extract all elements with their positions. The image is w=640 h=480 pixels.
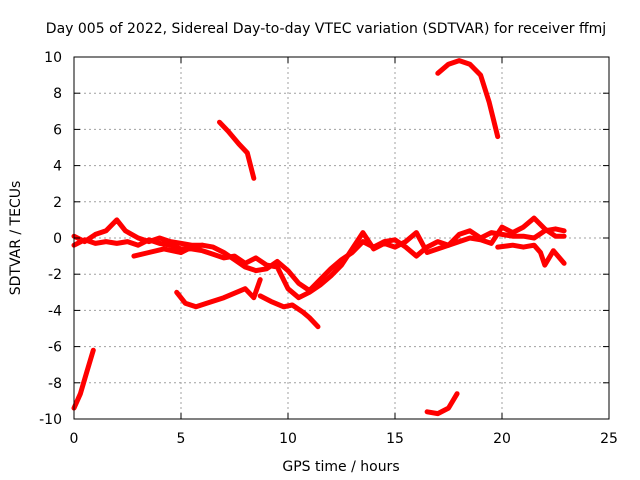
x-tick-label: 5 (177, 431, 186, 447)
x-tick-label: 15 (386, 431, 404, 447)
series-arc-bottom-right (424, 391, 460, 417)
series-arc-rise-early (71, 347, 96, 411)
y-tick-label: -8 (48, 376, 62, 392)
x-tick-label: 10 (279, 431, 297, 447)
y-tick-label: 0 (53, 231, 62, 247)
series-arc-dip-mid (257, 293, 321, 330)
series-arc-top-right (435, 58, 501, 140)
series-band-c (495, 242, 567, 268)
series-arc-mid-upper (217, 119, 257, 181)
y-tick-labels: -10 -8 -6 -4 -2 0 2 4 6 8 10 (39, 50, 62, 428)
x-tick-labels: 0 5 10 15 20 25 (70, 431, 618, 447)
axis-ticks (73, 56, 610, 420)
y-tick-label: -10 (39, 412, 62, 428)
series-arc-dip-left (174, 277, 263, 310)
y-tick-label: -4 (48, 303, 62, 319)
chart-title: Day 005 of 2022, Sidereal Day-to-day VTE… (46, 21, 606, 37)
x-tick-label: 25 (600, 431, 618, 447)
y-tick-label: 8 (53, 86, 62, 102)
series-band-a (71, 217, 567, 293)
series-band-b (71, 215, 567, 301)
y-tick-label: 10 (44, 50, 62, 66)
y-tick-label: 2 (53, 195, 62, 211)
y-axis-label: SDTVAR / TECUs (8, 181, 24, 296)
y-tick-label: -2 (48, 267, 62, 283)
series-band-d (131, 242, 205, 259)
y-tick-label: -6 (48, 340, 62, 356)
x-axis-label: GPS time / hours (282, 459, 399, 475)
x-tick-label: 0 (70, 431, 79, 447)
y-tick-label: 6 (53, 122, 62, 138)
y-tick-label: 4 (53, 159, 62, 175)
x-tick-label: 20 (493, 431, 511, 447)
series-group (71, 58, 567, 417)
